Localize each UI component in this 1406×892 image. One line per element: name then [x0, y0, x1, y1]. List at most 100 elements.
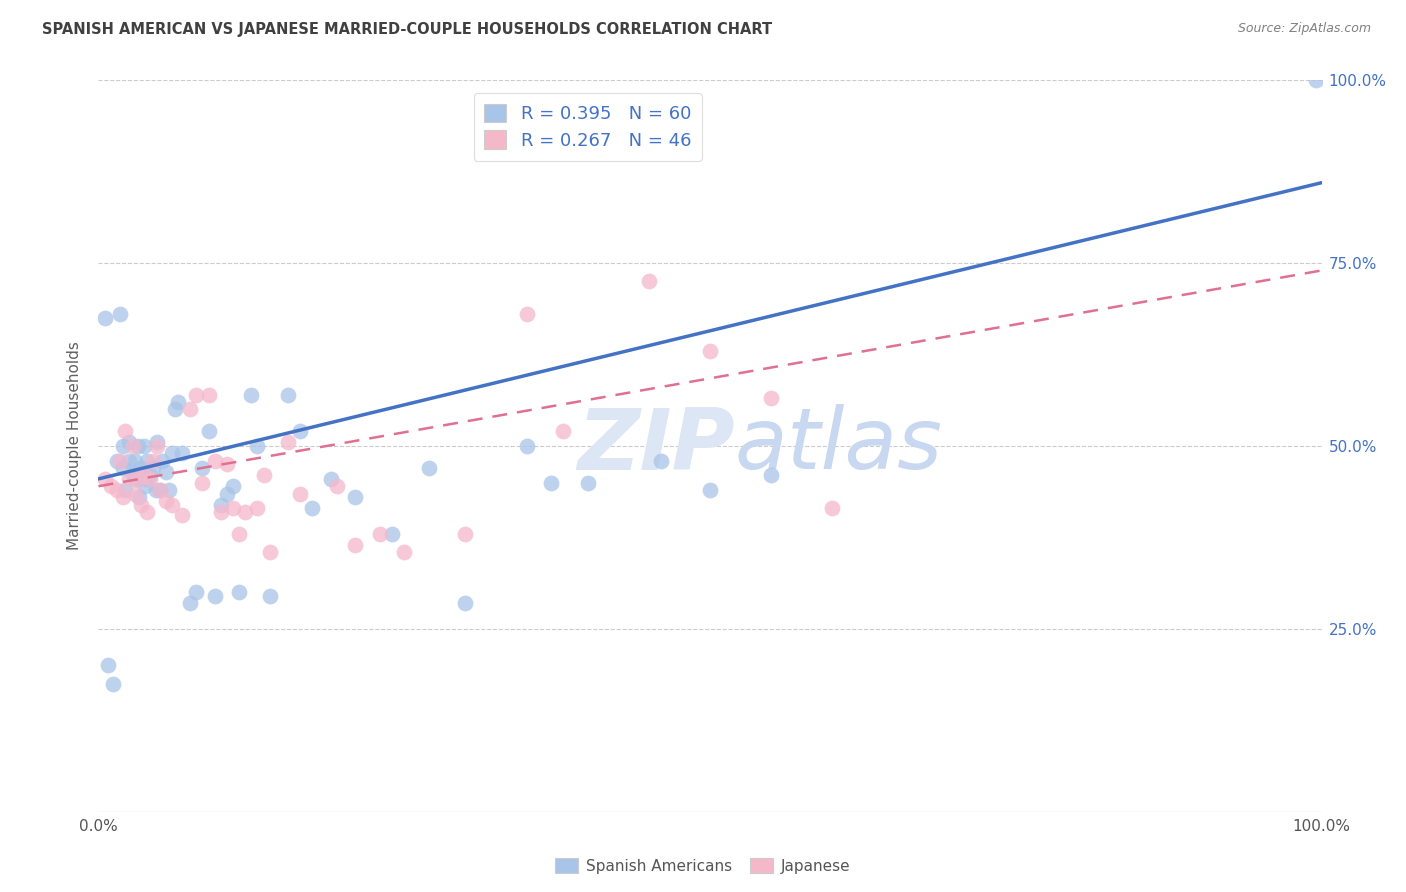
Point — [699, 343, 721, 358]
Point — [170, 446, 193, 460]
Point — [233, 505, 256, 519]
Point — [418, 461, 440, 475]
Point — [179, 402, 201, 417]
Point — [319, 472, 342, 486]
Point — [142, 453, 165, 467]
Point — [650, 453, 672, 467]
Point — [246, 439, 269, 453]
Point — [150, 453, 173, 467]
Point — [93, 311, 115, 326]
Point — [290, 486, 312, 500]
Point — [215, 486, 238, 500]
Point — [167, 395, 190, 409]
Point — [146, 435, 169, 450]
Text: ZIP: ZIP — [576, 404, 734, 488]
Legend: R = 0.395   N = 60, R = 0.267   N = 46: R = 0.395 N = 60, R = 0.267 N = 46 — [474, 93, 702, 161]
Point — [157, 483, 180, 497]
Point — [160, 498, 183, 512]
Point — [222, 479, 245, 493]
Point — [540, 475, 562, 490]
Point — [111, 439, 134, 453]
Point — [105, 453, 128, 467]
Point — [576, 475, 599, 490]
Point — [699, 483, 721, 497]
Point — [277, 435, 299, 450]
Point — [136, 453, 159, 467]
Point — [97, 658, 120, 673]
Point — [124, 472, 146, 486]
Point — [134, 479, 156, 493]
Point — [142, 461, 165, 475]
Point — [165, 402, 187, 417]
Point — [124, 486, 146, 500]
Point — [170, 508, 193, 523]
Point — [381, 526, 404, 541]
Point — [146, 439, 169, 453]
Point — [326, 479, 349, 493]
Point — [105, 483, 128, 497]
Point — [127, 439, 149, 453]
Point — [197, 425, 219, 439]
Point — [191, 475, 214, 490]
Point — [301, 501, 323, 516]
Point — [136, 505, 159, 519]
Point — [155, 465, 177, 479]
Point — [209, 498, 232, 512]
Point — [127, 472, 149, 486]
Point — [110, 453, 132, 467]
Point — [392, 545, 416, 559]
Point — [197, 388, 219, 402]
Point — [240, 388, 263, 402]
Point — [128, 490, 150, 504]
Point — [186, 585, 208, 599]
Point — [121, 468, 143, 483]
Point — [145, 483, 167, 497]
Point — [761, 468, 783, 483]
Point — [515, 307, 537, 321]
Point — [761, 392, 783, 406]
Point — [277, 388, 299, 402]
Point — [368, 526, 391, 541]
Point — [114, 483, 136, 497]
Point — [111, 490, 134, 504]
Point — [191, 461, 214, 475]
Point — [228, 526, 250, 541]
Point — [204, 589, 226, 603]
Point — [101, 676, 124, 690]
Point — [215, 458, 238, 472]
Legend: Spanish Americans, Japanese: Spanish Americans, Japanese — [550, 852, 856, 880]
Point — [259, 545, 281, 559]
Point — [209, 505, 232, 519]
Point — [132, 439, 155, 453]
Point — [129, 498, 152, 512]
Point — [186, 388, 208, 402]
Point — [246, 501, 269, 516]
Point — [93, 472, 115, 486]
Point — [100, 479, 122, 493]
Point — [149, 483, 172, 497]
Point — [515, 439, 537, 453]
Point — [344, 538, 367, 552]
Point — [149, 483, 172, 497]
Point — [638, 275, 661, 289]
Point — [454, 596, 477, 610]
Point — [124, 453, 146, 467]
Point — [259, 589, 281, 603]
Text: SPANISH AMERICAN VS JAPANESE MARRIED-COUPLE HOUSEHOLDS CORRELATION CHART: SPANISH AMERICAN VS JAPANESE MARRIED-COU… — [42, 22, 772, 37]
Point — [139, 468, 162, 483]
Point — [821, 501, 844, 516]
Point — [136, 472, 159, 486]
Point — [1305, 73, 1327, 87]
Point — [114, 425, 136, 439]
Point — [118, 472, 141, 486]
Point — [204, 453, 226, 467]
Point — [111, 461, 134, 475]
Point — [139, 472, 162, 486]
Text: Source: ZipAtlas.com: Source: ZipAtlas.com — [1237, 22, 1371, 36]
Point — [118, 435, 141, 450]
Point — [454, 526, 477, 541]
Point — [132, 468, 155, 483]
Text: atlas: atlas — [734, 404, 942, 488]
Point — [344, 490, 367, 504]
Point — [553, 425, 575, 439]
